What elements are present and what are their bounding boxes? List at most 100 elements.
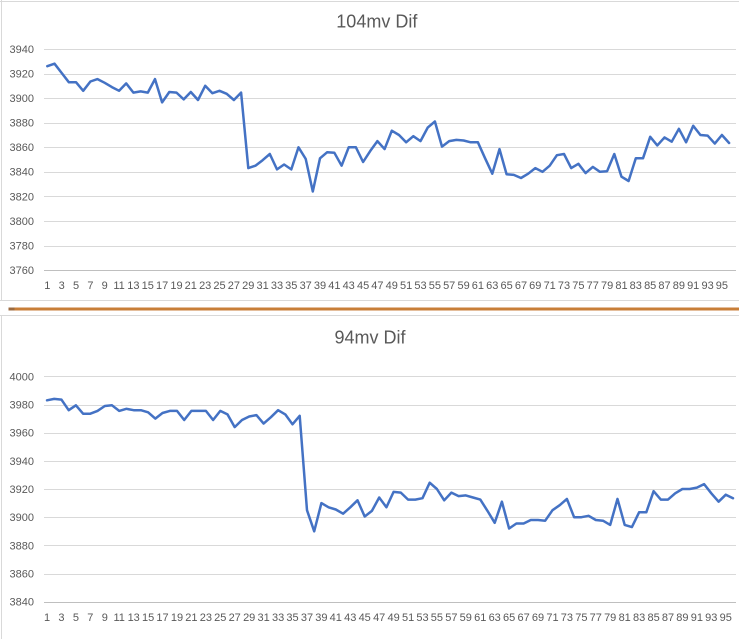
svg-text:3840: 3840 [10,597,34,609]
svg-text:49: 49 [387,612,399,624]
svg-text:3840: 3840 [10,167,34,179]
svg-text:94mv Dif: 94mv Dif [335,328,407,348]
svg-text:43: 43 [344,612,356,624]
svg-text:3940: 3940 [10,456,34,468]
svg-text:41: 41 [328,280,340,292]
svg-text:69: 69 [532,612,544,624]
svg-text:35: 35 [286,612,298,624]
svg-text:33: 33 [271,280,283,292]
svg-text:3920: 3920 [10,484,34,496]
svg-text:85: 85 [647,612,659,624]
svg-text:93: 93 [701,280,713,292]
svg-text:53: 53 [414,280,426,292]
svg-text:75: 75 [575,612,587,624]
svg-text:3880: 3880 [10,118,34,130]
svg-text:21: 21 [185,280,197,292]
svg-text:3760: 3760 [10,265,34,277]
svg-text:61: 61 [474,612,486,624]
svg-text:104mv Dif: 104mv Dif [336,12,418,32]
svg-text:95: 95 [720,612,732,624]
svg-text:45: 45 [357,280,369,292]
svg-text:3: 3 [58,612,64,624]
svg-text:1: 1 [44,612,50,624]
svg-text:37: 37 [301,612,313,624]
svg-text:37: 37 [300,280,312,292]
svg-text:3860: 3860 [10,142,34,154]
svg-text:29: 29 [243,612,255,624]
svg-text:25: 25 [213,280,225,292]
svg-text:83: 83 [633,612,645,624]
svg-text:95: 95 [716,280,728,292]
svg-text:63: 63 [486,280,498,292]
svg-text:55: 55 [431,612,443,624]
svg-text:79: 79 [604,612,616,624]
svg-text:73: 73 [561,612,573,624]
svg-text:89: 89 [673,280,685,292]
svg-text:81: 81 [619,612,631,624]
svg-text:63: 63 [489,612,501,624]
svg-text:91: 91 [691,612,703,624]
svg-text:87: 87 [658,280,670,292]
svg-text:35: 35 [285,280,297,292]
svg-text:31: 31 [256,280,268,292]
svg-text:4000: 4000 [10,371,34,383]
svg-text:77: 77 [587,280,599,292]
svg-text:47: 47 [371,280,383,292]
svg-text:3900: 3900 [10,512,34,524]
svg-text:9: 9 [102,612,108,624]
svg-text:3980: 3980 [10,400,34,412]
svg-text:43: 43 [343,280,355,292]
svg-text:3940: 3940 [10,44,34,56]
svg-text:89: 89 [676,612,688,624]
svg-text:5: 5 [73,612,79,624]
svg-text:3800: 3800 [10,216,34,228]
svg-text:91: 91 [687,280,699,292]
svg-text:3860: 3860 [10,568,34,580]
svg-text:57: 57 [443,280,455,292]
svg-text:39: 39 [315,612,327,624]
svg-text:67: 67 [515,280,527,292]
svg-text:27: 27 [229,612,241,624]
svg-text:81: 81 [615,280,627,292]
svg-text:3780: 3780 [10,240,34,252]
svg-text:71: 71 [546,612,558,624]
svg-text:3880: 3880 [10,540,34,552]
svg-text:23: 23 [200,612,212,624]
svg-text:65: 65 [503,612,515,624]
svg-text:21: 21 [185,612,197,624]
svg-text:49: 49 [386,280,398,292]
svg-text:51: 51 [400,280,412,292]
svg-text:83: 83 [630,280,642,292]
svg-text:53: 53 [416,612,428,624]
svg-text:65: 65 [500,280,512,292]
svg-text:75: 75 [572,280,584,292]
svg-text:39: 39 [314,280,326,292]
svg-text:11: 11 [113,612,124,624]
svg-text:3900: 3900 [10,93,34,105]
svg-text:79: 79 [601,280,613,292]
svg-text:25: 25 [214,612,226,624]
svg-text:33: 33 [272,612,284,624]
svg-text:59: 59 [457,280,469,292]
svg-text:13: 13 [127,280,139,292]
svg-text:69: 69 [529,280,541,292]
svg-text:3: 3 [59,280,65,292]
svg-text:19: 19 [171,612,183,624]
svg-text:17: 17 [156,612,168,624]
svg-text:3920: 3920 [10,69,34,81]
svg-text:17: 17 [156,280,168,292]
svg-text:41: 41 [330,612,342,624]
svg-text:73: 73 [558,280,570,292]
svg-text:77: 77 [590,612,602,624]
svg-text:59: 59 [460,612,472,624]
svg-text:57: 57 [445,612,457,624]
svg-text:61: 61 [472,280,484,292]
svg-text:29: 29 [242,280,254,292]
svg-text:3960: 3960 [10,428,34,440]
svg-text:7: 7 [87,280,93,292]
svg-text:19: 19 [170,280,182,292]
svg-text:45: 45 [359,612,371,624]
svg-text:31: 31 [257,612,269,624]
svg-text:47: 47 [373,612,385,624]
svg-text:85: 85 [644,280,656,292]
